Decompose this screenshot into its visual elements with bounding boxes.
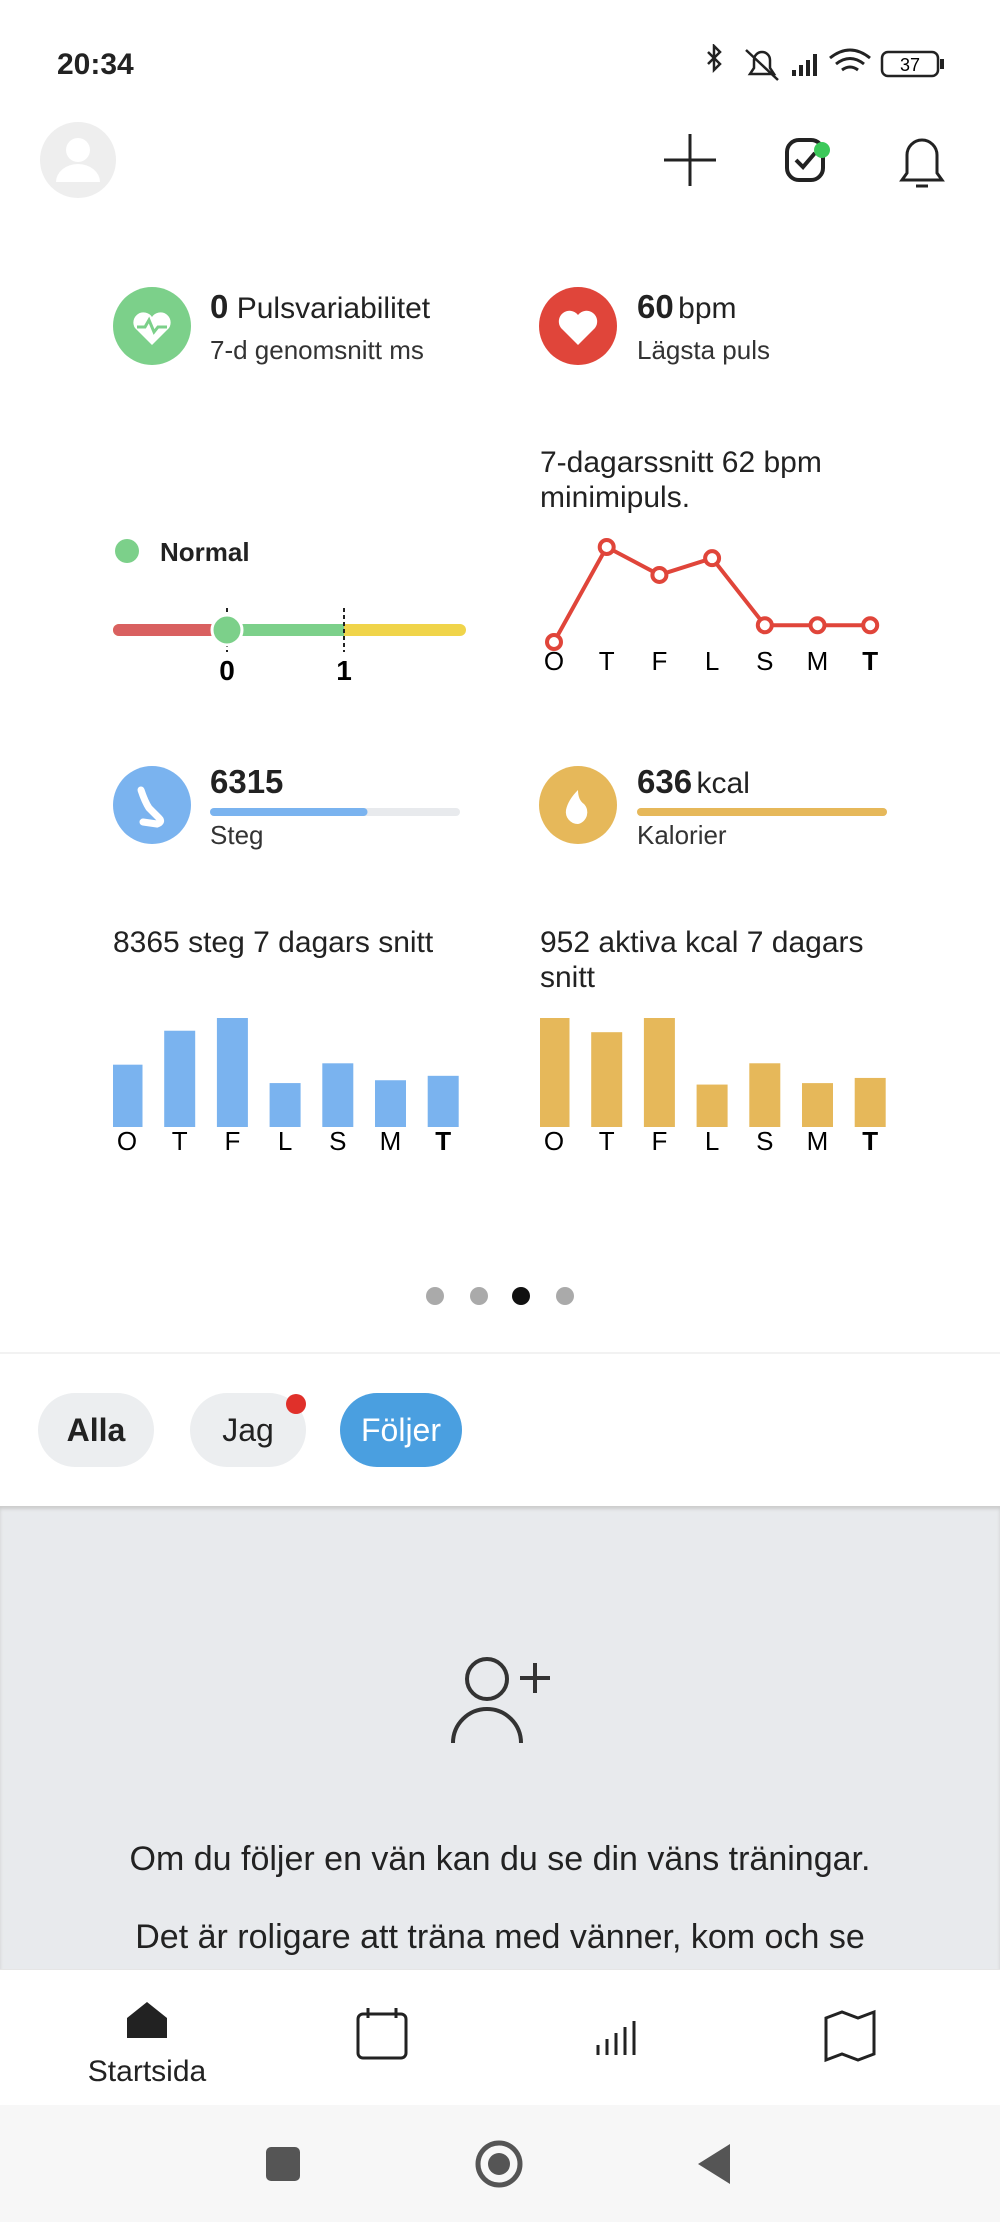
hrv-value: 0: [210, 288, 229, 325]
chart-title: 952 aktiva kcal 7 dagars snitt: [540, 926, 864, 994]
gauge-tick-label: 1: [336, 655, 352, 686]
kcal-icon: [539, 766, 617, 844]
pulse-sub: Lägsta puls: [637, 335, 770, 365]
x-tick-label: O: [544, 1126, 564, 1156]
x-tick-label: S: [329, 1126, 346, 1156]
bar: [269, 1083, 301, 1127]
nav-stats[interactable]: [596, 2021, 636, 2055]
follow-icon: [451, 1657, 550, 1744]
feed: [0, 1506, 1000, 1976]
point: [861, 616, 880, 635]
bar: [802, 1083, 833, 1127]
system-buttons: [266, 2140, 730, 2188]
kcal-sub: Kalorier: [637, 820, 727, 850]
point: [755, 616, 774, 635]
x-tick-label: O: [544, 646, 564, 676]
pulse-unit: bpm: [678, 292, 737, 325]
bar: [164, 1030, 196, 1127]
pulse-value: 60: [637, 288, 674, 325]
x-tick-label: F: [651, 1126, 667, 1156]
kcal-value: 636: [637, 763, 693, 800]
nav-label: Startsida: [87, 2055, 207, 2088]
steps-value: 6315: [210, 763, 284, 800]
kcal-progress: [637, 808, 887, 816]
status-icons: 37: [707, 44, 944, 81]
steps-progress: [210, 808, 460, 816]
point: [808, 616, 827, 635]
hrv-icon: [113, 287, 191, 365]
chart-title: 8365 steg 7 dagars snitt: [113, 926, 434, 959]
x-tick-label: S: [756, 646, 773, 676]
nav-calendar[interactable]: [356, 2008, 408, 2060]
x-tick-label: F: [651, 646, 667, 676]
x-tick-label: L: [278, 1126, 292, 1156]
bar: [591, 1032, 623, 1127]
kcal-unit: kcal: [696, 767, 750, 800]
nav-icons: [127, 2002, 876, 2063]
gauge-tick-label: 0: [219, 655, 235, 686]
progress-fill: [210, 808, 368, 816]
steps-icon: [113, 766, 191, 844]
tab[interactable]: Alla: [38, 1393, 154, 1467]
x-tick-label: S: [756, 1126, 773, 1156]
x-tick-label: T: [862, 1126, 878, 1156]
hrv-status: Normal: [160, 537, 250, 567]
bar: [427, 1075, 459, 1127]
x-tick-label: T: [172, 1126, 188, 1156]
point: [545, 633, 563, 651]
nav-home[interactable]: [127, 2002, 167, 2038]
nav-map[interactable]: [824, 2009, 876, 2063]
bar: [375, 1080, 406, 1127]
bar: [749, 1063, 781, 1127]
bar: [216, 1018, 248, 1127]
gauge-knob: [210, 613, 244, 647]
x-tick-label: M: [380, 1126, 402, 1156]
x-tick-label: F: [224, 1126, 240, 1156]
x-tick-label: L: [705, 1126, 719, 1156]
x-tick-label: T: [862, 646, 878, 676]
x-tick-label: T: [435, 1126, 451, 1156]
watch-button[interactable]: [785, 138, 825, 182]
point: [597, 538, 616, 556]
bar: [540, 1018, 570, 1127]
empty-text: Om du följer en vän kan du se din väns t…: [129, 1840, 871, 1878]
point: [650, 565, 669, 584]
hrv-label: Pulsvariabilitet: [236, 292, 431, 325]
battery-level: 37: [900, 55, 920, 75]
empty-text: Det är roligare att träna med vänner, ko…: [135, 1918, 865, 1956]
bar: [322, 1063, 354, 1127]
x-tick-label: M: [807, 646, 829, 676]
x-tick-label: T: [599, 1126, 615, 1156]
back[interactable]: [698, 2144, 730, 2184]
x-tick-label: O: [117, 1126, 137, 1156]
hrv-sub: 7-d genomsnitt ms: [210, 335, 424, 365]
progress-fill: [637, 808, 887, 816]
badge: [286, 1394, 306, 1414]
tab[interactable]: Följer: [340, 1393, 462, 1467]
notifications-button[interactable]: [899, 138, 945, 188]
home[interactable]: [475, 2140, 523, 2188]
x-tick-label: M: [807, 1126, 829, 1156]
bar: [854, 1077, 886, 1127]
x-tick-label: L: [705, 646, 719, 676]
point: [703, 549, 722, 568]
page-dots: [426, 1287, 574, 1305]
x-tick-label: T: [599, 646, 615, 676]
bar: [643, 1018, 675, 1127]
bar: [696, 1084, 728, 1127]
status-dot: [115, 539, 139, 563]
chart-title: 7-dagarssnitt 62 bpm minimipuls.: [540, 446, 822, 514]
steps-sub: Steg: [210, 820, 264, 850]
status-time: 20:34: [57, 48, 134, 81]
recents[interactable]: [266, 2147, 300, 2181]
add-button[interactable]: [664, 134, 716, 186]
bar: [113, 1064, 143, 1127]
header-icons: [40, 122, 945, 198]
pulse-icon: [539, 287, 617, 365]
